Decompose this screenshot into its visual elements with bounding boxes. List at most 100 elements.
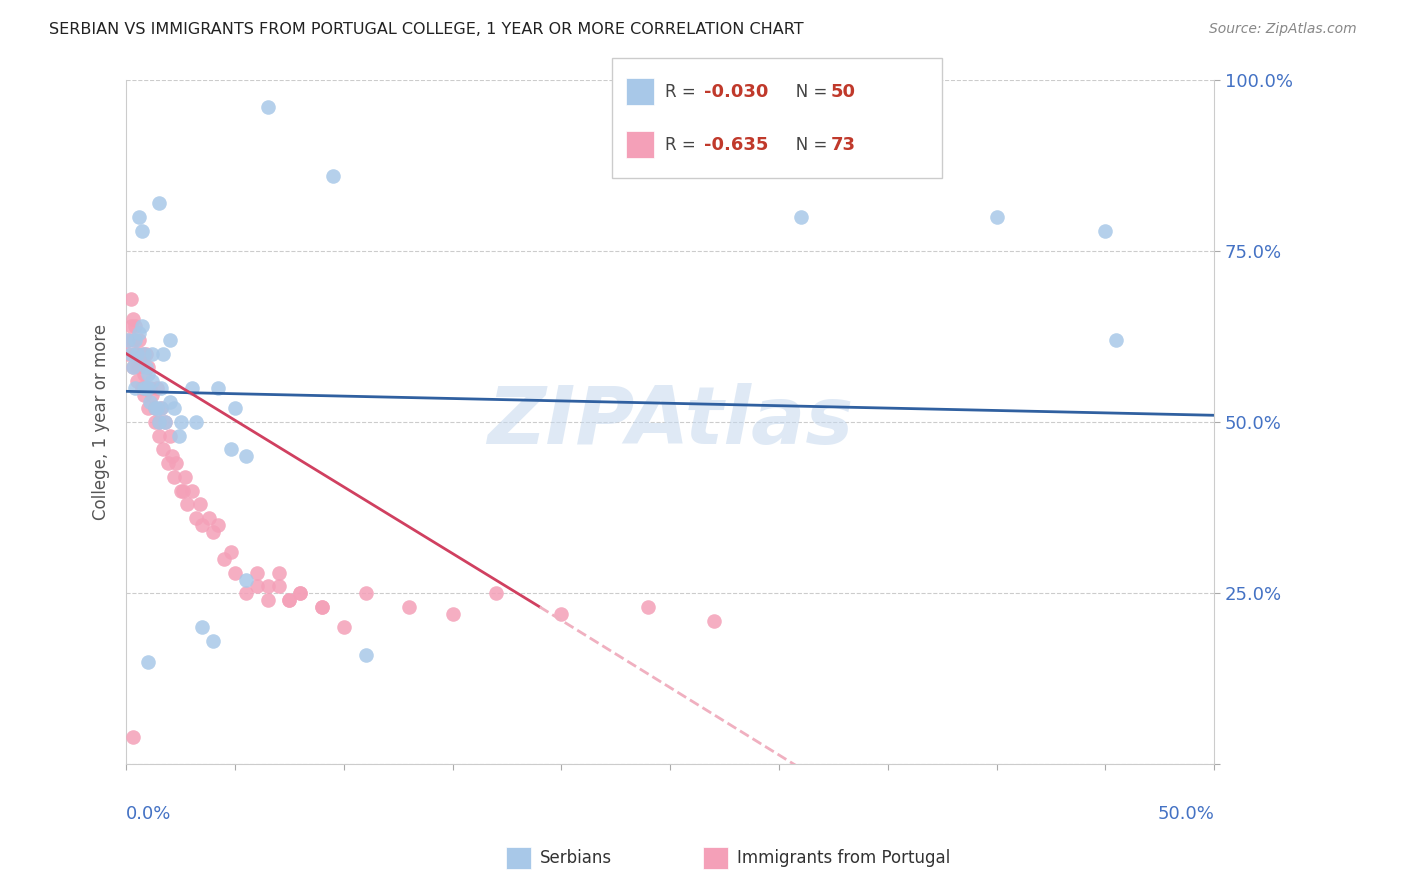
Point <box>121 730 143 744</box>
Point <box>124 381 146 395</box>
Point <box>267 579 290 593</box>
Point <box>150 381 173 395</box>
Point <box>117 333 139 347</box>
Text: 50.0%: 50.0% <box>1157 805 1215 823</box>
Text: R =: R = <box>665 83 702 101</box>
Point <box>124 333 146 347</box>
Point <box>132 388 155 402</box>
Point <box>184 511 207 525</box>
Point <box>121 312 143 326</box>
Point <box>131 319 153 334</box>
Point <box>485 586 508 600</box>
Text: Immigrants from Portugal: Immigrants from Portugal <box>737 849 950 867</box>
Point <box>224 401 246 416</box>
Point <box>159 333 181 347</box>
Point <box>145 381 167 395</box>
Text: 50: 50 <box>831 83 856 101</box>
Text: SERBIAN VS IMMIGRANTS FROM PORTUGAL COLLEGE, 1 YEAR OR MORE CORRELATION CHART: SERBIAN VS IMMIGRANTS FROM PORTUGAL COLL… <box>49 22 804 37</box>
Point <box>172 483 194 498</box>
Point <box>139 381 162 395</box>
Text: -0.030: -0.030 <box>704 83 769 101</box>
Point <box>207 517 229 532</box>
Point <box>156 456 179 470</box>
Text: Source: ZipAtlas.com: Source: ZipAtlas.com <box>1209 22 1357 37</box>
Point <box>1094 223 1116 237</box>
Point <box>139 394 162 409</box>
Point <box>143 415 166 429</box>
Point <box>163 470 186 484</box>
Point <box>124 347 146 361</box>
Point <box>235 586 257 600</box>
Point <box>354 586 377 600</box>
Point <box>135 381 157 395</box>
Point <box>141 347 163 361</box>
Point <box>219 442 242 457</box>
Point <box>135 347 157 361</box>
Point <box>135 360 157 375</box>
Point <box>121 360 143 375</box>
Point <box>703 614 725 628</box>
Point <box>188 497 211 511</box>
Point <box>1105 333 1128 347</box>
Point <box>333 620 356 634</box>
Point <box>132 381 155 395</box>
Text: 0.0%: 0.0% <box>127 805 172 823</box>
Point <box>120 347 142 361</box>
Point <box>128 360 150 375</box>
Point <box>155 415 177 429</box>
Point <box>170 483 193 498</box>
Point <box>131 223 153 237</box>
Point <box>148 429 170 443</box>
Point <box>128 326 150 341</box>
Point <box>191 517 214 532</box>
Point <box>150 401 173 416</box>
Text: R =: R = <box>665 136 702 153</box>
Point <box>127 347 149 361</box>
Point <box>174 470 197 484</box>
Point <box>224 566 246 580</box>
Point <box>550 607 572 621</box>
Point <box>145 401 167 416</box>
Point <box>159 429 181 443</box>
Point <box>143 401 166 416</box>
Point <box>207 381 229 395</box>
Point <box>246 579 269 593</box>
Point <box>198 511 221 525</box>
Point <box>127 360 149 375</box>
Point <box>398 599 420 614</box>
Point <box>148 415 170 429</box>
Point <box>120 319 142 334</box>
Point <box>117 333 139 347</box>
Point <box>191 620 214 634</box>
Point <box>170 415 193 429</box>
Point <box>127 374 149 388</box>
Point <box>256 593 278 607</box>
Point <box>117 347 139 361</box>
Point <box>290 586 312 600</box>
Point <box>135 381 157 395</box>
Point <box>136 401 159 416</box>
Point <box>184 415 207 429</box>
Point <box>290 586 312 600</box>
Point <box>768 94 790 108</box>
Text: -0.635: -0.635 <box>704 136 769 153</box>
Point <box>124 319 146 334</box>
Point <box>131 347 153 361</box>
Point <box>141 374 163 388</box>
Point <box>152 442 174 457</box>
Point <box>219 545 242 559</box>
Point <box>246 566 269 580</box>
Point <box>180 381 202 395</box>
Point <box>212 552 235 566</box>
Point <box>159 394 181 409</box>
Point <box>128 210 150 224</box>
Point <box>256 100 278 114</box>
Point <box>278 593 301 607</box>
Point <box>163 401 186 416</box>
Point <box>136 368 159 382</box>
Point <box>441 607 464 621</box>
Point <box>136 360 159 375</box>
Point <box>132 368 155 382</box>
Point <box>152 347 174 361</box>
Point <box>127 347 149 361</box>
